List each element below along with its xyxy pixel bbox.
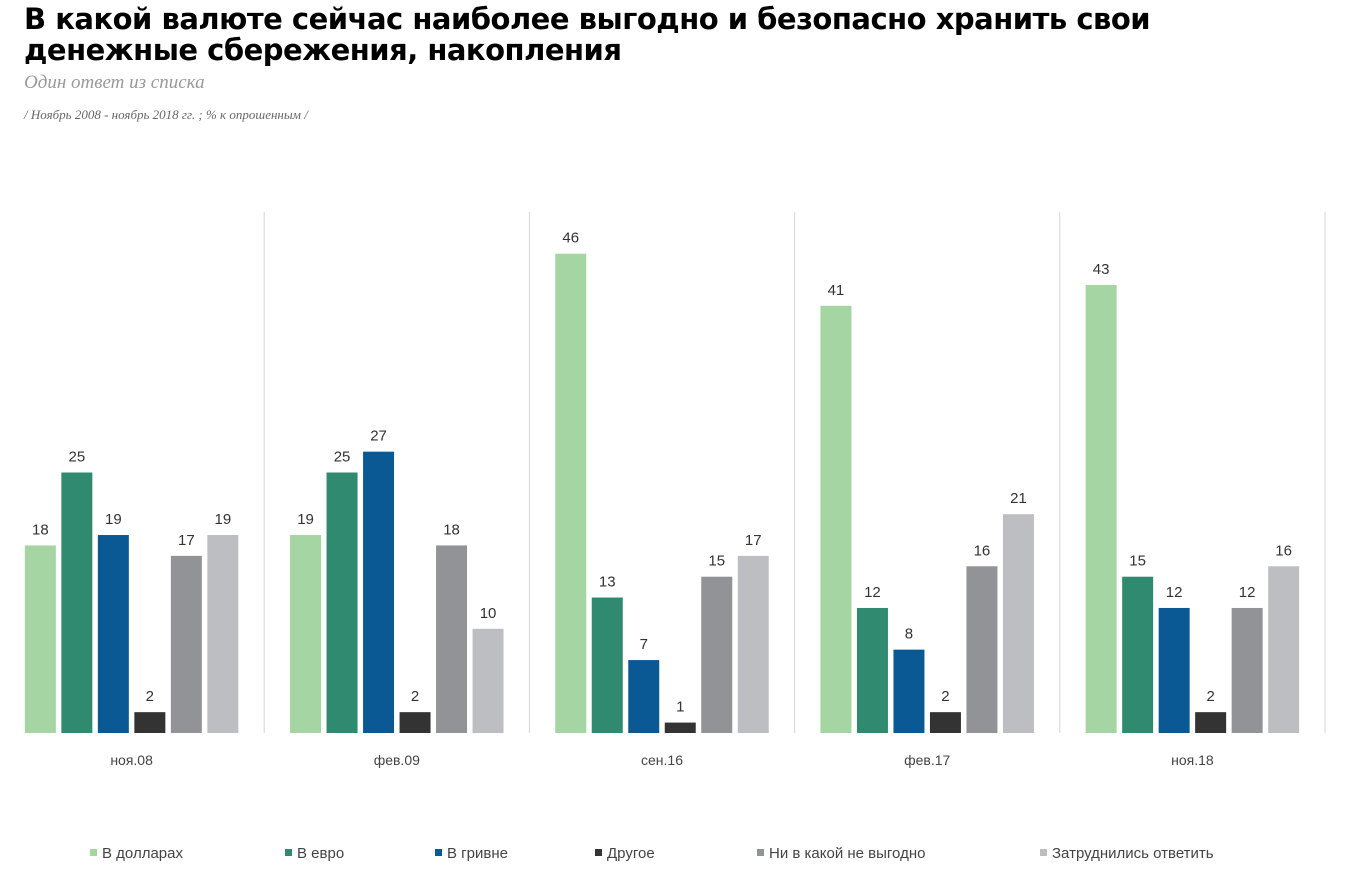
bar: [290, 535, 322, 733]
bar: [170, 555, 202, 733]
legend-label: Другое: [607, 845, 655, 862]
data-label: 27: [370, 428, 387, 445]
data-label: 2: [941, 688, 949, 705]
data-label: 43: [1093, 261, 1110, 278]
data-label: 2: [1206, 688, 1214, 705]
bar: [1268, 566, 1300, 733]
legend-label: Затруднились ответить: [1052, 845, 1214, 862]
legend-swatch: [757, 849, 764, 856]
bar: [966, 566, 998, 733]
data-label: 15: [708, 553, 725, 570]
data-label: 7: [640, 636, 648, 653]
data-label: 12: [864, 584, 881, 601]
bar: [893, 649, 925, 733]
data-label: 18: [32, 521, 49, 538]
bar: [856, 607, 888, 733]
bar: [97, 535, 129, 733]
data-label: 16: [1275, 542, 1292, 559]
bar: [472, 628, 504, 733]
data-label: 18: [443, 521, 460, 538]
data-label: 25: [69, 449, 86, 466]
legend-swatch: [435, 849, 442, 856]
bar: [591, 597, 623, 733]
bar: [737, 555, 769, 733]
chart-title: В какой валюте сейчас наиболее выгодно и…: [24, 2, 1151, 67]
bar: [326, 472, 358, 733]
legend-swatch: [595, 849, 602, 856]
bar: [1195, 712, 1227, 733]
legend-label: В гривне: [447, 845, 508, 862]
bar: [820, 305, 852, 733]
legend-label: Ни в какой не выгодно: [769, 845, 925, 862]
data-label: 17: [745, 532, 762, 549]
bar: [24, 545, 56, 733]
bar: [664, 722, 696, 733]
data-label: 15: [1129, 553, 1146, 570]
category-label: фев.17: [904, 752, 950, 768]
data-label: 2: [146, 688, 154, 705]
chart-note: / Ноябрь 2008 - ноябрь 2018 гг. ; % к оп…: [24, 107, 308, 122]
bar: [207, 535, 239, 733]
data-label: 17: [178, 532, 195, 549]
category-label: ноя.18: [1171, 752, 1214, 768]
bar: [1002, 514, 1034, 733]
data-label: 12: [1166, 584, 1183, 601]
category-label: ноя.08: [110, 752, 153, 768]
bar: [1231, 607, 1263, 733]
bar: [436, 545, 468, 733]
data-label: 19: [215, 511, 232, 528]
bar: [134, 712, 166, 733]
bar: [399, 712, 431, 733]
data-label: 25: [334, 449, 351, 466]
legend-label: В евро: [297, 845, 344, 862]
data-label: 41: [828, 282, 845, 299]
bar: [1122, 576, 1154, 733]
legend-swatch: [90, 849, 97, 856]
legend-swatch: [1040, 849, 1047, 856]
data-label: 8: [905, 626, 913, 643]
data-label: 19: [105, 511, 122, 528]
bar: [628, 660, 660, 733]
legend-swatch: [285, 849, 292, 856]
bar: [1158, 607, 1190, 733]
bar: [363, 451, 395, 733]
data-label: 1: [676, 699, 684, 716]
data-label: 16: [974, 542, 991, 559]
data-label: 21: [1010, 490, 1027, 507]
bar: [61, 472, 93, 733]
legend-label: В долларах: [102, 845, 183, 862]
data-label: 12: [1239, 584, 1256, 601]
bar: [1085, 284, 1117, 733]
category-label: сен.16: [641, 752, 683, 768]
data-label: 2: [411, 688, 419, 705]
data-label: 46: [562, 230, 579, 247]
data-label: 10: [480, 605, 497, 622]
bar: [701, 576, 733, 733]
bar: [555, 253, 587, 733]
bar: [929, 712, 961, 733]
data-label: 19: [297, 511, 314, 528]
category-label: фев.09: [374, 752, 420, 768]
data-label: 13: [599, 574, 616, 591]
chart-subtitle: Один ответ из списка: [24, 72, 205, 93]
